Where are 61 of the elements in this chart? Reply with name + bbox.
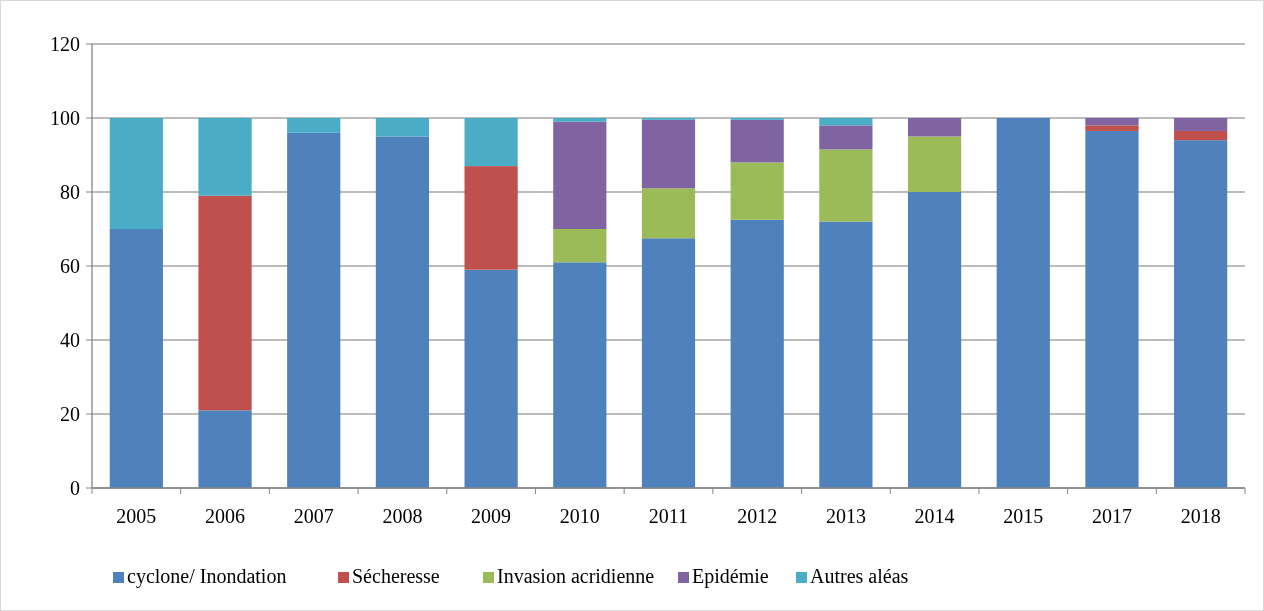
bar	[641, 188, 696, 239]
bar	[287, 118, 341, 133]
y-tick-label: 80	[60, 181, 80, 203]
bar	[464, 166, 518, 270]
y-tick-label: 60	[60, 255, 80, 277]
bar	[287, 132, 341, 488]
bar	[1174, 118, 1228, 131]
y-tick-label: 40	[60, 329, 80, 351]
bar	[1085, 118, 1139, 126]
bar	[109, 229, 163, 488]
bar	[198, 118, 252, 196]
bar	[819, 149, 873, 222]
x-tick-label: 2006	[205, 505, 246, 527]
x-tick-label: 2011	[648, 505, 689, 527]
bar	[553, 229, 607, 263]
y-tick-label: 100	[50, 107, 80, 129]
bar	[641, 238, 696, 488]
x-tick-label: 2010	[559, 505, 600, 527]
x-tick-label: 2015	[1003, 505, 1044, 527]
bar	[730, 119, 784, 163]
bar	[375, 118, 430, 137]
x-tick-label: 2008	[382, 505, 423, 527]
y-tick-label: 120	[50, 33, 80, 55]
x-tick-label: 2017	[1091, 505, 1132, 527]
bar	[1174, 130, 1228, 141]
x-tick-label: 2013	[825, 505, 866, 527]
y-tick-label: 20	[60, 403, 80, 425]
bar	[1085, 125, 1139, 131]
bar	[553, 118, 607, 122]
bar	[996, 118, 1050, 488]
x-tick-label: 2018	[1180, 505, 1221, 527]
bar	[641, 119, 696, 189]
bar	[375, 136, 430, 488]
legend-label: Epidémie	[692, 565, 769, 588]
bar	[730, 162, 784, 220]
bar	[730, 219, 784, 488]
bar	[553, 121, 607, 229]
x-tick-label: 2012	[737, 505, 778, 527]
x-tick-label: 2009	[471, 505, 512, 527]
legend-label: Autres aléas	[810, 565, 909, 587]
bar	[907, 192, 962, 488]
bar	[1085, 130, 1139, 488]
bar	[907, 118, 962, 137]
bar	[819, 118, 873, 126]
legend-label: Sécheresse	[352, 565, 440, 587]
legend-label: cyclone/ Inondation	[127, 565, 287, 588]
bar	[109, 118, 163, 229]
bar	[198, 410, 252, 488]
legend-label: Invasion acridienne	[497, 565, 655, 587]
x-tick-label: 2005	[116, 505, 157, 527]
bar	[819, 221, 873, 488]
bar	[1174, 140, 1228, 488]
bar	[464, 118, 518, 167]
x-tick-label: 2014	[914, 505, 955, 527]
bar	[907, 136, 962, 192]
y-tick-label: 0	[70, 477, 80, 499]
bar	[553, 262, 607, 488]
bar	[198, 195, 252, 411]
bar	[464, 269, 518, 488]
bar	[819, 125, 873, 150]
x-tick-label: 2007	[293, 505, 334, 527]
